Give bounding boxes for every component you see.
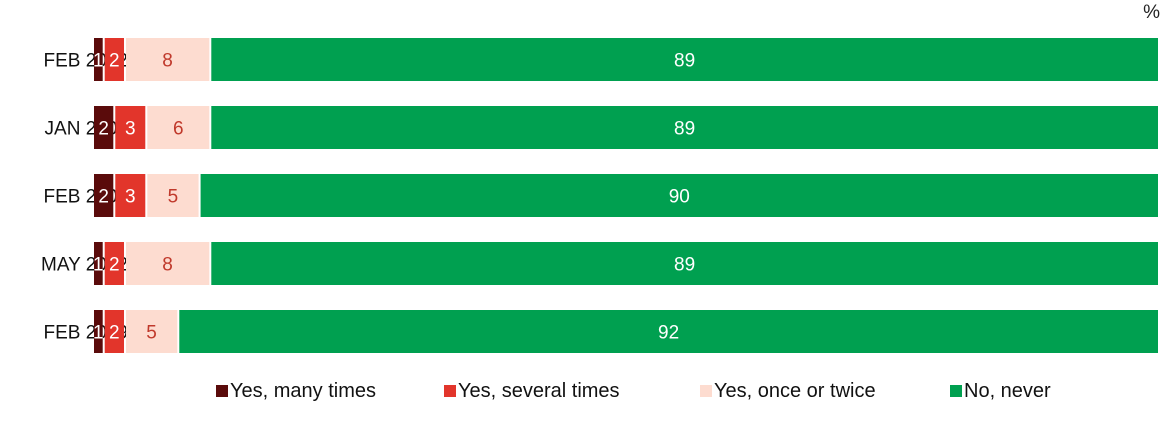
bar-segment	[94, 174, 114, 217]
legend-label: Yes, several times	[458, 380, 620, 402]
data-label: 90	[669, 187, 690, 208]
bar-segment	[211, 106, 1159, 149]
legend-swatch	[216, 385, 228, 397]
bar-segment	[104, 38, 124, 81]
data-label: 8	[162, 51, 173, 72]
bar-segment	[147, 174, 199, 217]
data-label: 3	[125, 119, 136, 140]
legend-swatch	[700, 385, 712, 397]
bar-segment	[126, 38, 210, 81]
data-label: 5	[168, 187, 179, 208]
data-label: 8	[162, 255, 173, 276]
bar-segment	[94, 38, 103, 81]
data-label: 2	[109, 255, 120, 276]
bar-segment	[126, 242, 210, 285]
bar-segment	[211, 38, 1159, 81]
data-label: 2	[109, 51, 120, 72]
data-label: 89	[674, 119, 695, 140]
data-label: 92	[658, 323, 679, 344]
bar-segment	[115, 106, 146, 149]
bar-segment	[115, 174, 146, 217]
bar-segment	[211, 242, 1159, 285]
bar-segment	[179, 310, 1159, 353]
data-label: 89	[674, 255, 695, 276]
bar-segment	[147, 106, 210, 149]
data-label: 3	[125, 187, 136, 208]
legend-label: Yes, many times	[230, 380, 376, 402]
legend-label: No, never	[964, 380, 1051, 402]
bar-segment	[94, 106, 114, 149]
bar-segment	[200, 174, 1159, 217]
legend-swatch	[950, 385, 962, 397]
data-label: 89	[674, 51, 695, 72]
bar-segment	[104, 310, 124, 353]
data-label: 1	[93, 255, 104, 276]
legend-swatch	[444, 385, 456, 397]
data-label: 6	[173, 119, 184, 140]
data-label: 1	[93, 323, 104, 344]
bar-segment	[126, 310, 178, 353]
bar-segment	[104, 242, 124, 285]
data-label: 2	[98, 119, 109, 140]
data-label: 2	[109, 323, 120, 344]
unit-label: %	[1143, 2, 1160, 23]
data-label: 5	[146, 323, 157, 344]
legend-label: Yes, once or twice	[714, 380, 876, 402]
bar-segment	[94, 242, 103, 285]
data-label: 2	[98, 187, 109, 208]
data-label: 1	[93, 51, 104, 72]
bar-segment	[94, 310, 103, 353]
